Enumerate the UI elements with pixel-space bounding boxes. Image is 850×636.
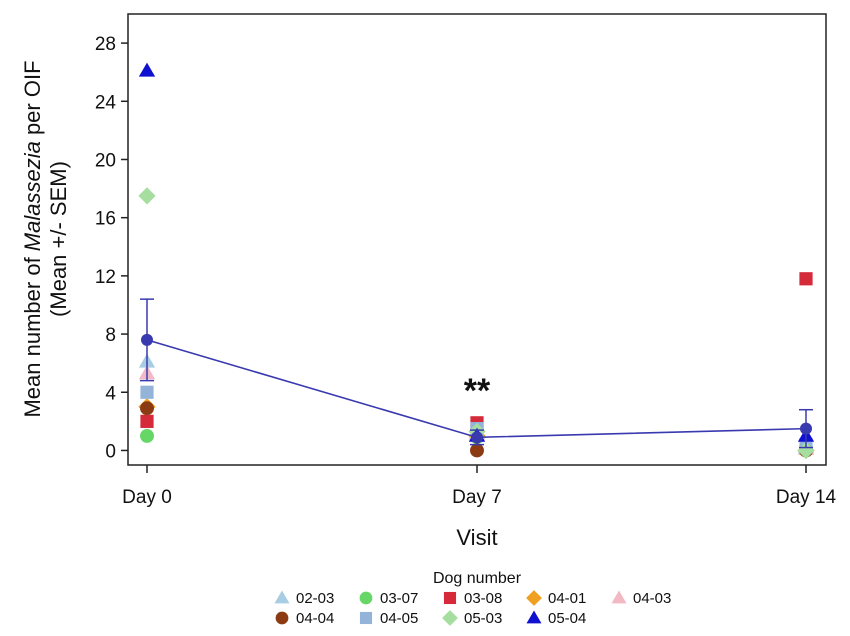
y-tick-label: 16	[95, 209, 116, 230]
y-tick-label: 20	[95, 150, 116, 171]
mean-point	[141, 333, 153, 346]
x-tick-label: Day 0	[122, 487, 172, 508]
legend-marker-03-08	[443, 591, 457, 605]
legend-marker-04-03	[611, 590, 627, 604]
data-point-04-04	[140, 401, 154, 416]
y-tick-label: 4	[105, 383, 116, 404]
y-tick-label: 8	[105, 325, 116, 346]
data-point-03-07	[140, 428, 154, 443]
legend-label-03-08: 03-08	[464, 590, 502, 607]
data-point-04-05	[140, 385, 154, 399]
y-tick-label: 28	[95, 34, 116, 55]
legend-marker-04-05	[359, 611, 373, 625]
y-tick-label: 12	[95, 267, 116, 288]
mean-series	[140, 298, 813, 449]
legend-label-04-05: 04-05	[380, 610, 418, 627]
legend-marker-05-03	[442, 610, 458, 626]
legend-label-04-04: 04-04	[296, 610, 334, 627]
y-axis-ticks: 0 4 8 12 16 20 24 28	[95, 34, 128, 462]
data-point-03-08	[140, 414, 154, 428]
legend-title: Dog number	[433, 570, 522, 587]
data-point-05-03	[797, 441, 815, 460]
y-tick-label: 24	[95, 92, 117, 113]
legend-marker-03-07	[359, 591, 373, 605]
x-tick-label: Day 14	[776, 487, 837, 508]
significance-annotation: **	[464, 372, 491, 410]
data-point-05-03	[138, 187, 156, 205]
data-point-03-08	[799, 272, 813, 286]
x-axis-title: Visit	[456, 525, 497, 550]
data-point-05-04	[138, 62, 156, 77]
y-axis-title-line-2: (Mean +/- SEM)	[46, 161, 71, 317]
y-axis-title-line-1: Mean number of Malassezia per OIF	[20, 60, 45, 417]
legend-marker-05-04	[526, 610, 542, 624]
x-axis-ticks: Day 0 Day 7 Day 14	[122, 465, 837, 508]
legend-label-03-07: 03-07	[380, 590, 418, 607]
y-tick-label: 0	[105, 441, 116, 462]
mean-point	[471, 431, 483, 444]
legend-label-04-03: 04-03	[633, 590, 671, 607]
data-point-04-04	[470, 443, 484, 458]
mean-point	[800, 422, 812, 435]
legend-label-05-04: 05-04	[548, 610, 586, 627]
legend-marker-04-04	[275, 611, 289, 625]
legend-label-05-03: 05-03	[464, 610, 502, 627]
x-tick-label: Day 7	[452, 487, 502, 508]
legend-marker-02-03	[274, 590, 290, 604]
legend-marker-04-01	[526, 590, 542, 606]
legend-label-02-03: 02-03	[296, 590, 334, 607]
legend-label-04-01: 04-01	[548, 590, 586, 607]
legend: 02-03 03-07 03-08 04-01 04-03 04-04 04-05 05-03…	[274, 590, 671, 627]
